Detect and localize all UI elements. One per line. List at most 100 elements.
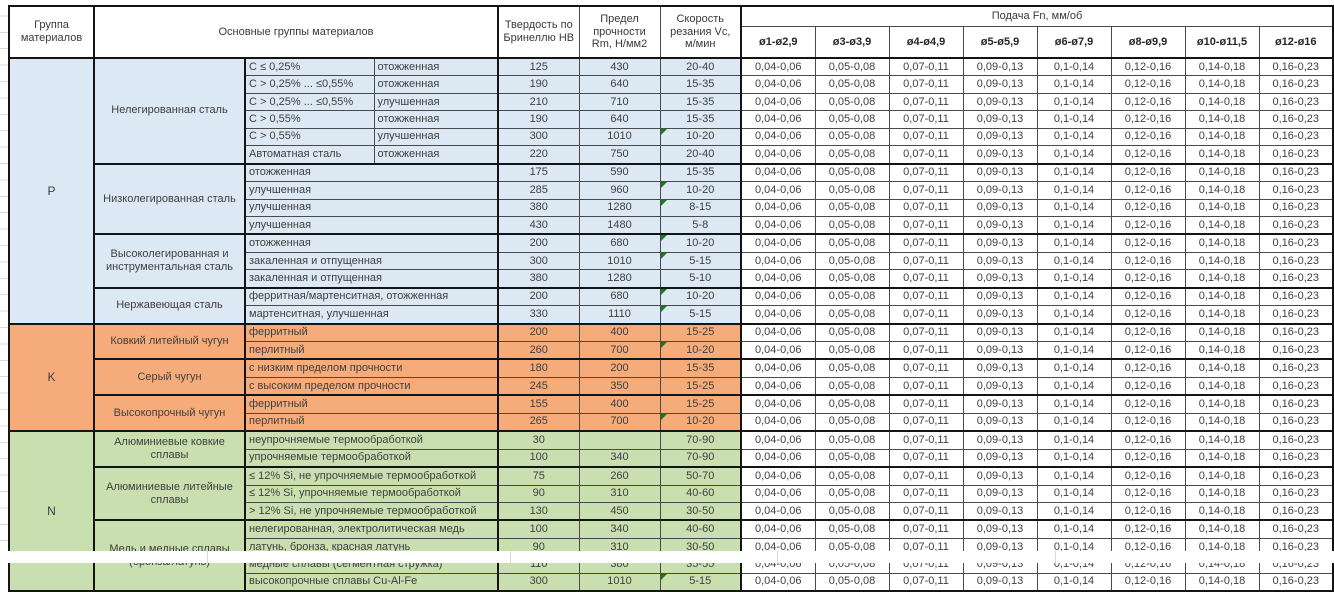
feed-cell[interactable]: 0,04-0,06 <box>740 198 816 217</box>
feed-cell[interactable]: 0,16-0,23 <box>1258 75 1334 94</box>
vc-cell[interactable]: 30-50 <box>659 501 742 521</box>
vc-cell[interactable]: 15-35 <box>659 75 742 94</box>
feed-cell[interactable]: 0,14-0,18 <box>1184 57 1260 77</box>
feed-cell[interactable]: 0,1-0,14 <box>1036 145 1112 165</box>
rm-cell[interactable]: 200 <box>578 358 661 378</box>
vc-cell[interactable]: 5-15 <box>659 572 742 592</box>
feed-cell[interactable]: 0,05-0,08 <box>814 394 890 414</box>
feed-cell[interactable]: 0,07-0,11 <box>888 162 964 183</box>
feed-cell[interactable]: 0,12-0,16 <box>1110 412 1186 432</box>
feed-cell[interactable]: 0,1-0,14 <box>1036 269 1112 289</box>
feed-cell[interactable]: 0,07-0,11 <box>888 110 964 129</box>
feed-cell[interactable]: 0,16-0,23 <box>1258 286 1334 307</box>
feed-cell[interactable]: 0,16-0,23 <box>1258 322 1334 342</box>
feed-cell[interactable]: 0,09-0,13 <box>962 75 1038 94</box>
hb-cell[interactable]: 200 <box>497 233 580 253</box>
feed-cell[interactable]: 0,05-0,08 <box>814 412 890 432</box>
subgroup-cell[interactable]: Нелегированная сталь <box>93 57 246 165</box>
vc-cell[interactable]: 15-25 <box>659 322 742 342</box>
feed-cell[interactable]: 0,04-0,06 <box>740 519 816 539</box>
hb-cell[interactable]: 155 <box>497 394 580 414</box>
vc-cell[interactable]: 15-35 <box>659 92 742 112</box>
feed-cell[interactable]: 0,09-0,13 <box>962 519 1038 539</box>
feed-cell[interactable]: 0,14-0,18 <box>1184 162 1260 183</box>
feed-cell[interactable]: 0,07-0,11 <box>888 519 964 539</box>
feed-cell[interactable]: 0,07-0,11 <box>888 145 964 165</box>
subgroup-cell[interactable]: Ковкий литейный чугун <box>93 322 246 360</box>
vc-cell[interactable]: 70-90 <box>659 448 742 468</box>
feed-cell[interactable]: 0,1-0,14 <box>1036 501 1112 521</box>
vc-cell[interactable]: 15-35 <box>659 110 742 129</box>
material-state-cell[interactable]: улучшенная <box>373 92 499 112</box>
feed-cell[interactable]: 0,14-0,18 <box>1184 376 1260 396</box>
rm-cell[interactable]: 750 <box>578 145 661 165</box>
feed-cell[interactable]: 0,1-0,14 <box>1036 251 1112 271</box>
material-cell[interactable]: высокопрочные сплавы Cu-Al-Fe <box>244 572 499 592</box>
group-cell[interactable]: N <box>8 430 95 592</box>
feed-cell[interactable]: 0,09-0,13 <box>962 198 1038 217</box>
feed-cell[interactable]: 0,12-0,16 <box>1110 286 1186 307</box>
feed-cell[interactable]: 0,04-0,06 <box>740 251 816 271</box>
feed-cell[interactable]: 0,14-0,18 <box>1184 305 1260 325</box>
hb-cell[interactable]: 245 <box>497 376 580 396</box>
header-rm-cell[interactable]: Предел прочности Rm, Н/мм2 <box>578 5 661 59</box>
subgroup-cell[interactable]: Серый чугун <box>93 358 246 396</box>
rm-cell[interactable] <box>578 430 661 450</box>
hb-cell[interactable]: 285 <box>497 181 580 200</box>
feed-cell[interactable]: 0,16-0,23 <box>1258 215 1334 235</box>
feed-cell[interactable]: 0,14-0,18 <box>1184 466 1260 486</box>
feed-cell[interactable]: 0,14-0,18 <box>1184 145 1260 165</box>
feed-cell[interactable]: 0,16-0,23 <box>1258 572 1334 592</box>
feed-cell[interactable]: 0,16-0,23 <box>1258 430 1334 450</box>
feed-cell[interactable]: 0,14-0,18 <box>1184 519 1260 539</box>
header-diameter-cell[interactable]: ø1-ø2,9 <box>740 26 816 59</box>
feed-cell[interactable]: 0,12-0,16 <box>1110 484 1186 503</box>
feed-cell[interactable]: 0,09-0,13 <box>962 92 1038 112</box>
feed-cell[interactable]: 0,12-0,16 <box>1110 215 1186 235</box>
feed-cell[interactable]: 0,07-0,11 <box>888 181 964 200</box>
vc-cell[interactable]: 5-10 <box>659 269 742 289</box>
feed-cell[interactable]: 0,14-0,18 <box>1184 269 1260 289</box>
feed-cell[interactable]: 0,14-0,18 <box>1184 251 1260 271</box>
rm-cell[interactable]: 350 <box>578 376 661 396</box>
feed-cell[interactable]: 0,05-0,08 <box>814 519 890 539</box>
feed-cell[interactable]: 0,16-0,23 <box>1258 269 1334 289</box>
rm-cell[interactable]: 640 <box>578 75 661 94</box>
material-cell[interactable]: нелегированная, электролитическая медь <box>244 519 499 539</box>
feed-cell[interactable]: 0,09-0,13 <box>962 286 1038 307</box>
feed-cell[interactable]: 0,12-0,16 <box>1110 162 1186 183</box>
feed-cell[interactable]: 0,09-0,13 <box>962 57 1038 77</box>
hb-cell[interactable]: 190 <box>497 110 580 129</box>
hb-cell[interactable]: 125 <box>497 57 580 77</box>
feed-cell[interactable]: 0,04-0,06 <box>740 466 816 486</box>
feed-cell[interactable]: 0,1-0,14 <box>1036 233 1112 253</box>
rm-cell[interactable]: 680 <box>578 233 661 253</box>
hb-cell[interactable]: 100 <box>497 448 580 468</box>
feed-cell[interactable]: 0,14-0,18 <box>1184 181 1260 200</box>
feed-cell[interactable]: 0,16-0,23 <box>1258 233 1334 253</box>
rm-cell[interactable]: 640 <box>578 110 661 129</box>
feed-cell[interactable]: 0,09-0,13 <box>962 269 1038 289</box>
feed-cell[interactable]: 0,05-0,08 <box>814 286 890 307</box>
feed-cell[interactable]: 0,12-0,16 <box>1110 341 1186 360</box>
material-cell[interactable]: улучшенная <box>244 181 499 200</box>
hb-cell[interactable]: 380 <box>497 198 580 217</box>
feed-cell[interactable]: 0,16-0,23 <box>1258 376 1334 396</box>
vc-cell[interactable]: 40-60 <box>659 519 742 539</box>
hb-cell[interactable]: 380 <box>497 269 580 289</box>
material-cell[interactable]: перлитный <box>244 341 499 360</box>
rm-cell[interactable]: 430 <box>578 57 661 77</box>
header-diameter-cell[interactable]: ø4-ø4,9 <box>888 26 964 59</box>
feed-cell[interactable]: 0,09-0,13 <box>962 394 1038 414</box>
vc-cell[interactable]: 10-20 <box>659 341 742 360</box>
feed-cell[interactable]: 0,05-0,08 <box>814 110 890 129</box>
feed-cell[interactable]: 0,05-0,08 <box>814 233 890 253</box>
feed-cell[interactable]: 0,05-0,08 <box>814 269 890 289</box>
feed-cell[interactable]: 0,05-0,08 <box>814 358 890 378</box>
feed-cell[interactable]: 0,14-0,18 <box>1184 110 1260 129</box>
hb-cell[interactable]: 180 <box>497 358 580 378</box>
feed-cell[interactable]: 0,09-0,13 <box>962 341 1038 360</box>
feed-cell[interactable]: 0,14-0,18 <box>1184 341 1260 360</box>
feed-cell[interactable]: 0,12-0,16 <box>1110 110 1186 129</box>
feed-cell[interactable]: 0,07-0,11 <box>888 358 964 378</box>
